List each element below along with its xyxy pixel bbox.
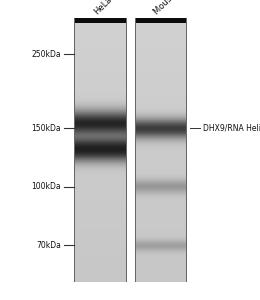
Text: 150kDa: 150kDa (31, 124, 61, 133)
Text: Mouse testis: Mouse testis (152, 0, 196, 16)
Text: HeLa: HeLa (92, 0, 113, 16)
Text: DHX9/RNA Helicase A: DHX9/RNA Helicase A (203, 124, 260, 133)
Text: 100kDa: 100kDa (31, 182, 61, 191)
Text: 250kDa: 250kDa (31, 50, 61, 59)
Text: 70kDa: 70kDa (36, 241, 61, 250)
